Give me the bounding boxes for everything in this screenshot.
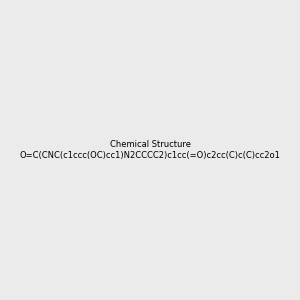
Text: Chemical Structure
O=C(CNC(c1ccc(OC)cc1)N2CCCC2)c1cc(=O)c2cc(C)c(C)cc2o1: Chemical Structure O=C(CNC(c1ccc(OC)cc1)… [20, 140, 281, 160]
